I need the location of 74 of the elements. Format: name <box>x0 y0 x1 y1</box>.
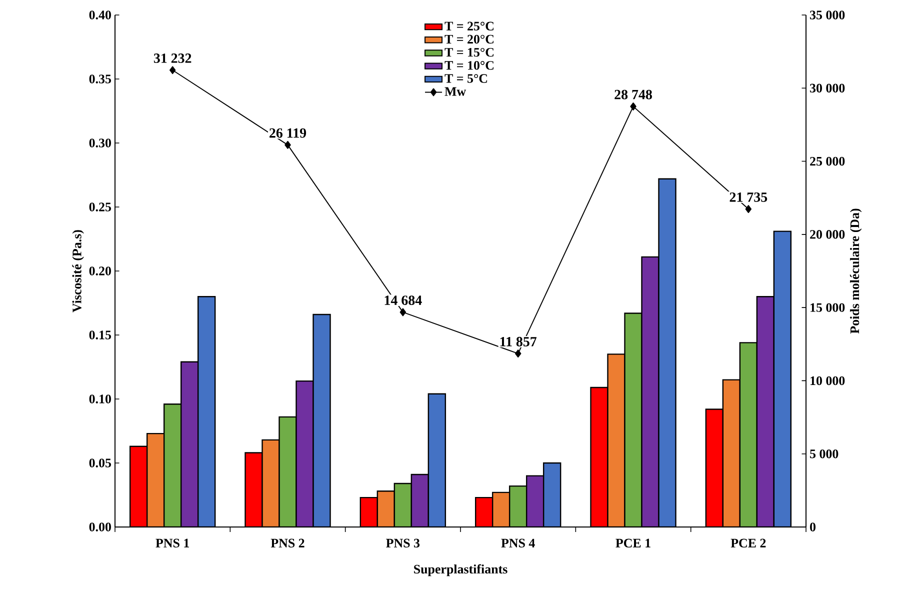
y-tick-label: 0.15 <box>89 330 112 340</box>
y2-tick-label: 5 000 <box>810 449 838 458</box>
bar <box>739 342 758 527</box>
x-tick-label: PNS 2 <box>270 538 304 548</box>
bar <box>376 490 396 527</box>
bar <box>705 408 724 527</box>
point <box>745 205 752 214</box>
bar <box>526 475 544 527</box>
point <box>514 350 522 358</box>
y2-axis-title: Poids moléculaire (Da) <box>850 208 862 334</box>
bar <box>641 256 660 527</box>
bar <box>262 439 280 527</box>
y-axis-title: Viscosité (Pa.s) <box>72 230 84 312</box>
data-label: 21 735 <box>730 192 768 202</box>
data-label: 14 684 <box>384 296 422 305</box>
point <box>400 308 406 316</box>
bar <box>197 296 216 527</box>
y-tick-label: 0.30 <box>89 138 111 148</box>
legend-label: T = 25°C <box>444 22 494 30</box>
bar <box>129 446 148 527</box>
data-label: 11 857 <box>500 336 537 346</box>
bar <box>773 230 792 527</box>
bar <box>658 178 676 527</box>
y2-tick-label: 30 000 <box>810 84 845 93</box>
point <box>169 66 176 74</box>
x-tick-label: PNS 1 <box>156 538 189 548</box>
legend-label: T = 15°C <box>444 48 494 57</box>
y-tick-label: 0.00 <box>89 522 111 532</box>
y-tick-label: 0.25 <box>89 202 112 212</box>
point <box>630 102 636 110</box>
y-tick-label: 0.40 <box>89 10 111 20</box>
bar <box>163 404 182 527</box>
y2-tick-label: 20 000 <box>810 230 845 239</box>
data-label: 31 232 <box>154 54 192 63</box>
bar <box>542 462 562 527</box>
x-tick-label: PCE 2 <box>730 538 766 548</box>
bar <box>722 379 741 527</box>
bar <box>278 416 297 527</box>
y2-tick-label: 25 000 <box>810 156 845 166</box>
bar <box>244 452 263 527</box>
bar <box>590 386 608 527</box>
bar <box>492 492 510 527</box>
legend-label: T = 5°C <box>444 74 488 83</box>
bar <box>312 314 331 527</box>
y-tick-label: 0.05 <box>89 458 112 468</box>
point <box>284 140 291 149</box>
bar <box>296 380 314 527</box>
x-axis-title: Superplastifiants <box>414 564 508 576</box>
y2-tick-label: 35 000 <box>810 10 845 20</box>
y-tick-label: 0.20 <box>89 266 111 276</box>
x-tick-label: PCE 1 <box>616 538 650 548</box>
bar <box>360 496 378 527</box>
data-label: 28 748 <box>614 90 652 100</box>
legend-label: Mw <box>444 87 466 96</box>
bar <box>756 296 775 527</box>
y2-tick-label: 0 <box>810 522 816 532</box>
y-tick-label: 0.10 <box>89 394 111 404</box>
bar <box>146 432 165 527</box>
data-label: 26 119 <box>270 128 306 138</box>
bar <box>394 482 412 527</box>
bar <box>428 393 446 527</box>
bar <box>624 312 642 527</box>
y-tick-label: 0.35 <box>89 74 112 84</box>
y2-tick-label: 10 000 <box>810 376 845 386</box>
bar <box>180 361 199 527</box>
legend-label: T = 10°C <box>444 61 494 70</box>
legend-label: T = 20°C <box>444 34 494 44</box>
bar <box>607 354 626 527</box>
bar <box>410 474 430 527</box>
bar <box>508 485 528 527</box>
x-tick-label: PNS 3 <box>386 538 420 548</box>
y2-tick-label: 15 000 <box>810 303 845 312</box>
bar <box>474 496 494 527</box>
x-tick-label: PNS 4 <box>501 538 535 548</box>
